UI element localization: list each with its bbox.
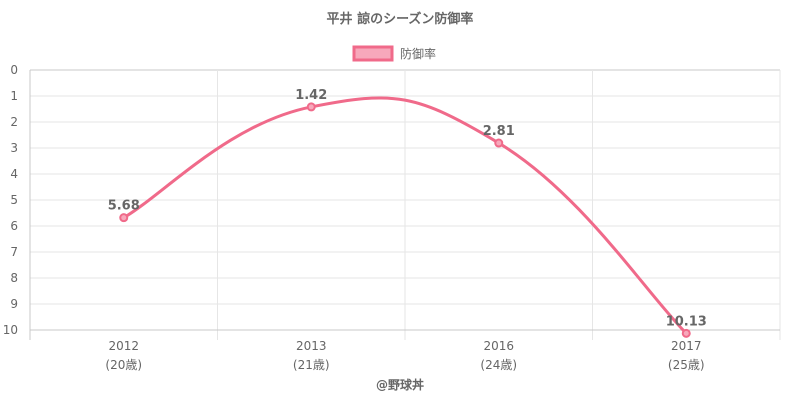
x-tick-age-label: (21歳) <box>293 358 330 372</box>
data-point <box>306 102 316 112</box>
legend[interactable]: 防御率 <box>352 45 436 62</box>
y-tick-label: 3 <box>10 141 18 155</box>
x-tick-age-label: (24歳) <box>480 358 517 372</box>
data-label: 1.42 <box>295 88 327 103</box>
x-tick-label: 2017 <box>671 339 702 353</box>
series-layer <box>119 96 691 338</box>
x-tick-age-label: (25歳) <box>668 358 705 372</box>
y-tick-label: 1 <box>10 89 18 103</box>
x-tick-label: 2012 <box>108 339 139 353</box>
label-layer: 5.68 1.42 2.81 10.13 <box>108 88 707 329</box>
x-tick-label: 2016 <box>483 339 514 353</box>
y-tick-label: 0 <box>10 63 18 77</box>
y-tick-label: 4 <box>10 167 18 181</box>
y-tick-label: 10 <box>3 323 18 337</box>
data-label: 2.81 <box>483 124 515 139</box>
y-tick-label: 9 <box>10 297 18 311</box>
y-tick-label: 2 <box>10 115 18 129</box>
legend-label[interactable]: 防御率 <box>400 46 436 61</box>
axis-layer: 0 1 2 3 4 5 6 7 8 9 10 2012 (20歳) 2013 (21歳) 2016 (24歳) 2… <box>3 63 780 372</box>
data-point <box>681 328 691 338</box>
y-tick-label: 6 <box>10 219 18 233</box>
data-point <box>494 138 504 148</box>
data-point <box>119 213 129 223</box>
footer-credit: @野球丼 <box>376 377 424 392</box>
data-label: 5.68 <box>108 199 140 214</box>
x-tick-age-label: (20歳) <box>105 358 142 372</box>
chart-title: 平井 諒のシーズン防御率 <box>327 11 474 27</box>
data-label: 10.13 <box>666 314 707 329</box>
series-line <box>122 96 688 335</box>
y-tick-label: 8 <box>10 271 18 285</box>
legend-swatch[interactable] <box>352 45 394 62</box>
x-tick-label: 2013 <box>296 339 327 353</box>
y-tick-label: 5 <box>10 193 18 207</box>
y-tick-label: 7 <box>10 245 18 259</box>
